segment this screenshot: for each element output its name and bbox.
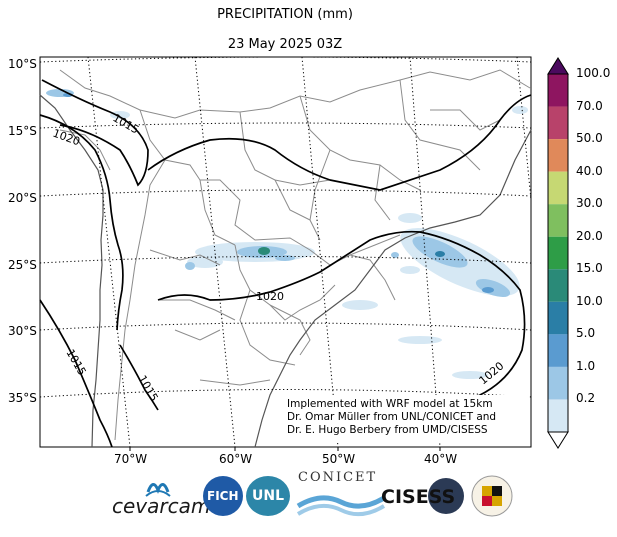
lat-label-30s: 30°S	[8, 324, 37, 338]
precipitation-patches	[46, 89, 528, 379]
isobars	[39, 79, 532, 448]
model-credits: Implemented with WRF model at 15km Dr. O…	[287, 398, 496, 437]
colorbar-segment	[548, 366, 568, 400]
colorbar-segment	[548, 171, 568, 205]
colorbar-bottom-triangle	[547, 431, 569, 449]
lat-label-10s: 10°S	[8, 57, 37, 71]
map-subtitle: 23 May 2025 03Z	[227, 37, 343, 52]
lat-label-20s: 20°S	[8, 191, 37, 205]
colorbar	[547, 57, 569, 449]
cevarcam-logo-text: cevarcam	[112, 494, 211, 518]
colorbar-tick-label: 15.0	[576, 261, 603, 276]
lon-label-50w: 50°W	[322, 452, 356, 466]
colorbar-tick-label: 20.0	[576, 228, 603, 243]
graticule	[39, 56, 532, 448]
lon-label-40w: 40°W	[424, 452, 458, 466]
colorbar-segment	[548, 74, 568, 107]
lon-label-70w: 70°W	[114, 452, 148, 466]
fich-logo	[203, 476, 243, 516]
map-title: PRECIPITATION (mm)	[217, 7, 353, 22]
colorbar-segment	[548, 399, 568, 432]
lat-label-25s: 25°S	[8, 258, 37, 272]
credits-line-1: Implemented with WRF model at 15km	[287, 398, 493, 410]
colorbar-tick-label: 1.0	[576, 358, 596, 373]
political-boundaries	[59, 69, 531, 441]
credits-line-3: Dr. E. Hugo Berbery from UMD/CISESS	[287, 424, 488, 436]
lon-label-60w: 60°W	[219, 452, 253, 466]
umd-seal-logo	[471, 475, 513, 517]
unl-logo	[246, 476, 290, 516]
colorbar-segment	[548, 301, 568, 335]
colorbar-tick-label: 30.0	[576, 196, 603, 211]
colorbar-tick-label: 100.0	[576, 66, 611, 80]
colorbar-segment	[548, 106, 568, 140]
colorbar-tick-label: 70.0	[576, 98, 603, 113]
cevarcam-logo	[145, 483, 171, 497]
lat-label-35s: 35°S	[8, 391, 37, 405]
colorbar-top-triangle	[547, 57, 569, 75]
colorbar-tick-label: 50.0	[576, 131, 603, 146]
colorbar-tick-label: 10.0	[576, 293, 603, 308]
colorbar-segment	[548, 236, 568, 270]
cisess-globe-icon	[428, 478, 464, 514]
isobar-label-1020-center: 1020	[256, 290, 284, 303]
colorbar-tick-label: 0.2	[576, 391, 596, 406]
fich-logo-text: FICH	[207, 489, 239, 503]
colorbar-tick-label: 5.0	[576, 326, 596, 341]
colorbar-segment	[548, 204, 568, 237]
credits-line-2: Dr. Omar Müller from UNL/CONICET and	[287, 411, 497, 423]
colorbar-segment	[548, 334, 568, 367]
lat-label-15s: 15°S	[8, 124, 37, 138]
conicet-logo-text: CONICET	[298, 470, 378, 485]
colorbar-segment	[548, 269, 568, 302]
conicet-logo	[296, 495, 386, 517]
colorbar-tick-label: 40.0	[576, 163, 603, 178]
coastline	[39, 94, 532, 448]
colorbar-segment	[548, 139, 568, 172]
cisess-logo-text: CISESS	[381, 486, 456, 508]
unl-logo-text: UNL	[252, 488, 285, 504]
